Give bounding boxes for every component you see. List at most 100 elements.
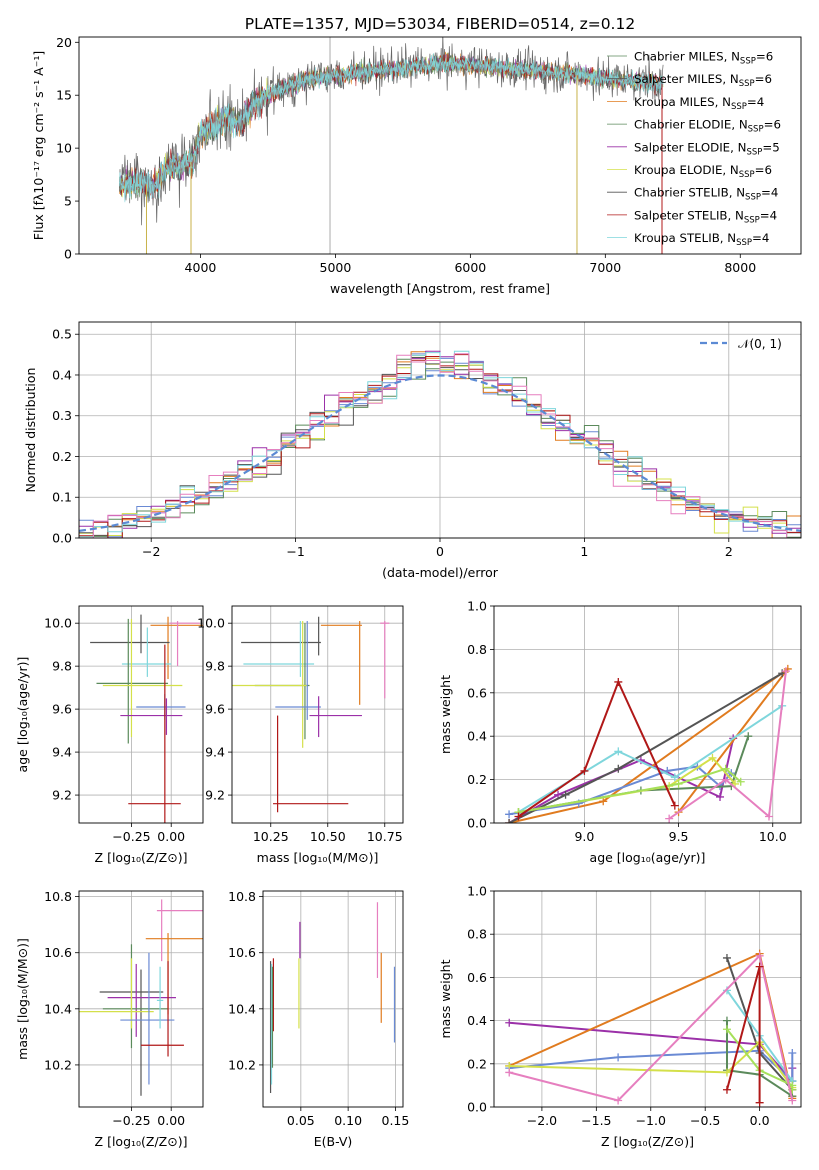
y-tick-label: 0.0 xyxy=(467,1100,487,1115)
x-axis-label: E(B-V) xyxy=(314,1134,353,1149)
legend-label: Chabrier MILES, NSSP=6 xyxy=(634,50,773,67)
y-tick-label: 10.2 xyxy=(44,1057,72,1072)
y-tick-label: 10.2 xyxy=(228,1057,256,1072)
axes-frame xyxy=(493,890,802,1108)
legend-label: Chabrier STELIB, NSSP=4 xyxy=(634,186,778,203)
x-tick-label: 0 xyxy=(436,544,444,559)
legend-label: Salpeter MILES, NSSP=6 xyxy=(634,72,772,89)
y-tick-label: 9.8 xyxy=(52,659,72,674)
figure-title: PLATE=1357, MJD=53034, FIBERID=0514, z=0… xyxy=(245,15,635,33)
x-tick-label: 0.00 xyxy=(157,1113,185,1128)
x-axis-label: Z [log₁₀(Z/Z⊙)] xyxy=(95,1134,188,1149)
weight-marker xyxy=(505,810,514,819)
axes-frame xyxy=(262,890,404,1108)
x-axis-label: age [log₁₀(age/yr)] xyxy=(590,850,706,865)
x-tick-label: −1.0 xyxy=(636,1113,666,1128)
weights-age-panel: 9.0 9.5 10.0 0.0 0.2 0.4 0.6 0.8 1.0 age [log₁₀(a… xyxy=(438,599,802,865)
y-tick-label: 0.8 xyxy=(467,642,487,657)
y-tick-label: 10.4 xyxy=(44,1001,72,1016)
histograms xyxy=(79,350,801,538)
axes-frame xyxy=(231,605,404,824)
x-tick-label: 4000 xyxy=(185,260,217,275)
normal-curve xyxy=(79,374,801,532)
x-tick-label: 0.05 xyxy=(287,1113,315,1128)
legend-label: 𝒩(0, 1) xyxy=(738,337,782,351)
weight-line xyxy=(726,1020,793,1098)
y-tick-label: 9.4 xyxy=(52,745,72,760)
weight-marker xyxy=(505,1018,514,1027)
y-tick-label: 5 xyxy=(64,194,72,209)
y-tick-label: 15 xyxy=(56,88,72,103)
legend-label: Salpeter STELIB, NSSP=4 xyxy=(634,208,777,225)
spectrum-line xyxy=(119,37,664,226)
x-tick-label: 10.0 xyxy=(759,829,787,844)
weight-marker xyxy=(716,792,725,801)
x-tick-label: −2.0 xyxy=(527,1113,557,1128)
weight-marker xyxy=(670,801,679,810)
y-tick-label: 10.6 xyxy=(228,945,256,960)
weight-marker xyxy=(554,790,563,799)
weight-marker xyxy=(722,1016,731,1025)
z-age-panel: −0.25 0.00 9.2 9.4 9.6 9.8 10.0 Z [log₁₀(Z/Z⊙)]… xyxy=(15,605,204,865)
weight-marker xyxy=(755,962,764,971)
errorbars xyxy=(79,899,203,1096)
y-axis-label: mass weight xyxy=(438,959,453,1038)
z-mass-panel: −0.25 0.00 10.2 10.4 10.6 10.8 Z [log₁₀(Z/Z⊙)]… xyxy=(15,889,204,1149)
y-tick-label: 0.4 xyxy=(52,367,72,382)
weight-marker xyxy=(665,814,674,823)
x-tick-label: −2 xyxy=(142,544,160,559)
x-tick-label: 2 xyxy=(725,544,733,559)
x-tick-label: 0.15 xyxy=(382,1113,410,1128)
errorbars xyxy=(232,616,390,813)
x-tick-label: 10.75 xyxy=(367,829,403,844)
weight-marker xyxy=(781,667,790,676)
x-axis-label: wavelength [Angstrom, rest frame] xyxy=(330,281,550,296)
y-tick-label: 20 xyxy=(56,35,72,50)
y-tick-label: 10.4 xyxy=(228,1001,256,1016)
x-tick-label: 9.5 xyxy=(669,829,689,844)
y-tick-label: 10 xyxy=(56,141,72,156)
y-tick-label: 0.8 xyxy=(467,927,487,942)
y-tick-label: 9.8 xyxy=(205,659,225,674)
weight-marker xyxy=(614,1053,623,1062)
x-tick-label: 5000 xyxy=(320,260,352,275)
axes-frame xyxy=(78,321,802,539)
weight-line xyxy=(508,672,783,823)
axes-frame xyxy=(78,36,802,255)
weight-marker xyxy=(788,1096,797,1105)
weights-z-panel: −2.0 −1.5 −1.0 −0.5 0.0 0.0 0.2 0.4 0.6 0.8 1.0 Z [… xyxy=(438,884,802,1149)
y-axis-label: age [log₁₀(age/yr)] xyxy=(15,657,30,773)
weight-marker xyxy=(599,797,608,806)
errorbars xyxy=(90,614,203,823)
y-tick-label: 10.0 xyxy=(44,616,72,631)
errorbars xyxy=(269,902,396,1093)
axes-frame xyxy=(493,605,802,824)
residuals-panel: −2 −1 0 1 2 0.0 0.1 0.2 0.3 0.4 0.5 (data-model)/er… xyxy=(23,321,802,580)
weight-marker xyxy=(674,779,683,788)
y-tick-label: 9.4 xyxy=(205,745,225,760)
y-tick-label: 1.0 xyxy=(467,884,487,899)
weight-marker xyxy=(722,953,731,962)
x-tick-label: 10.50 xyxy=(310,829,346,844)
y-tick-label: 0.6 xyxy=(467,685,487,700)
y-tick-label: 1.0 xyxy=(467,599,487,614)
x-tick-label: 0.00 xyxy=(157,829,185,844)
y-tick-label: 9.6 xyxy=(205,702,225,717)
spectrum-line xyxy=(119,52,664,200)
x-tick-label: 0.0 xyxy=(750,1113,770,1128)
weight-lines xyxy=(505,949,797,1107)
x-axis-label: Z [log₁₀(Z/Z⊙)] xyxy=(601,1134,694,1149)
axes-frame xyxy=(78,605,204,824)
y-tick-label: 0.6 xyxy=(467,970,487,985)
weight-line xyxy=(508,668,789,823)
weight-marker xyxy=(722,1025,731,1034)
legend-label: Kroupa ELODIE, NSSP=6 xyxy=(634,163,772,180)
y-tick-label: 0.0 xyxy=(467,816,487,831)
mass-age-panel: 10.25 10.50 10.75 9.2 9.4 9.6 9.8 10.0 mass [log… xyxy=(197,605,404,865)
y-tick-label: 10.8 xyxy=(228,889,256,904)
weight-lines xyxy=(505,664,792,823)
y-tick-label: 0.4 xyxy=(467,729,487,744)
weight-marker xyxy=(580,766,589,775)
x-tick-label: −0.25 xyxy=(112,1113,150,1128)
